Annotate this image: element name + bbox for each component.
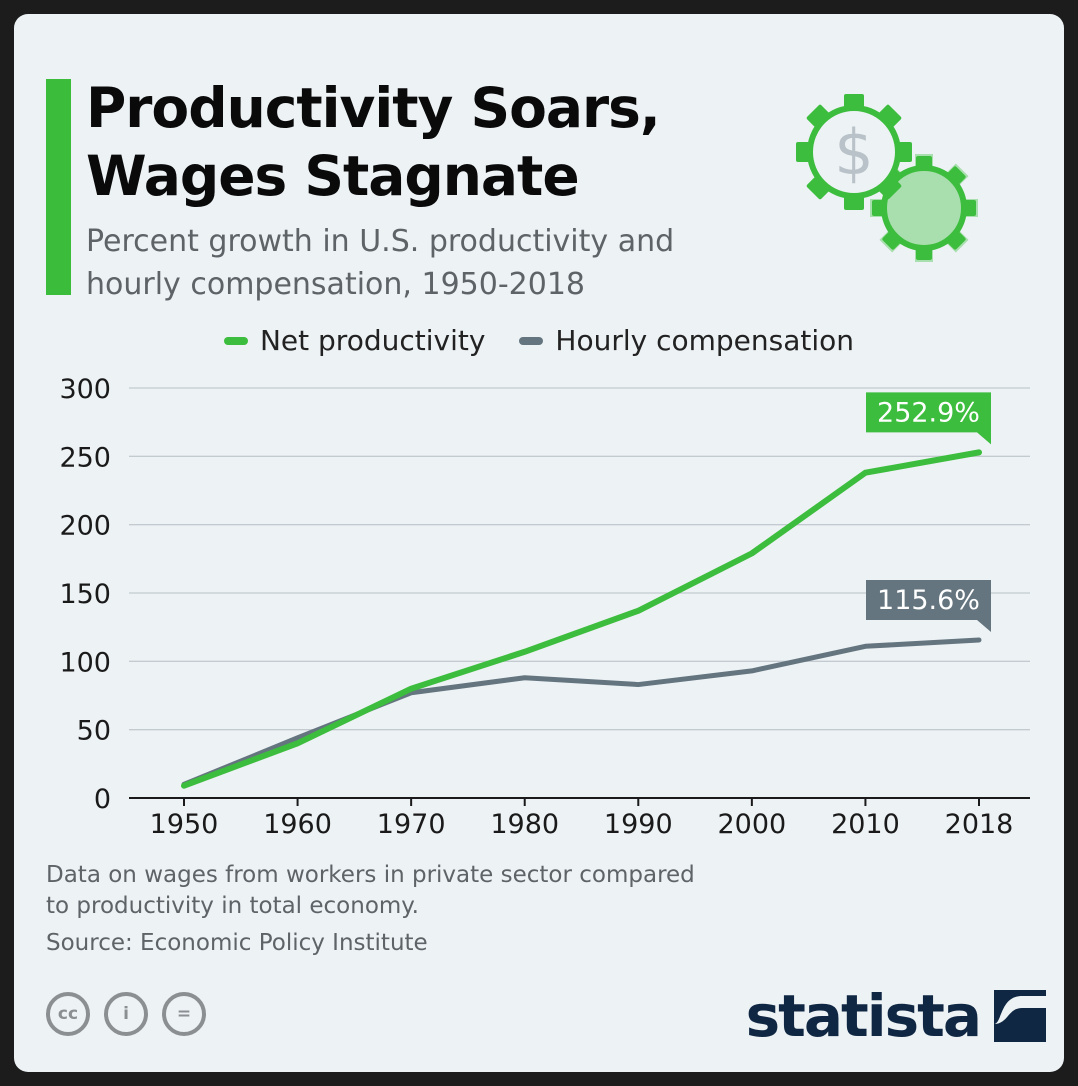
chart-title-line-2: Wages Stagnate	[86, 144, 580, 208]
end-label-box-compensation	[866, 580, 991, 633]
small-gear-icon	[870, 154, 978, 262]
attribution-icon[interactable]: i	[104, 992, 148, 1036]
end-label-productivity: 252.9%	[877, 397, 980, 428]
statista-logo-icon	[994, 990, 1046, 1042]
title-accent-bar	[46, 79, 71, 295]
x-tick-label-2018: 2018	[945, 809, 1014, 840]
legend-label-compensation: Hourly compensation	[555, 324, 855, 357]
no-derivatives-icon[interactable]: =	[162, 992, 206, 1036]
chart-title-line-1: Productivity Soars,	[86, 76, 661, 140]
y-tick-label-100: 100	[59, 647, 111, 678]
legend-swatch-compensation	[519, 336, 544, 345]
chart-title: Productivity Soars, Wages Stagnate	[86, 74, 766, 210]
y-tick-label-50: 50	[77, 716, 111, 747]
y-tick-label-200: 200	[59, 511, 111, 542]
infographic-card: Productivity Soars, Wages Stagnate Perce…	[14, 14, 1064, 1072]
footnote-line-1: Data on wages from workers in private se…	[46, 862, 695, 888]
legend-item-compensation: Hourly compensation	[519, 324, 854, 357]
chart-legend: Net productivity Hourly compensation	[14, 324, 1064, 357]
y-tick-label-150: 150	[59, 579, 111, 610]
footnote-line-2: to productivity in total economy.	[46, 893, 419, 919]
legend-label-productivity: Net productivity	[259, 324, 486, 357]
x-tick-label-1980: 1980	[490, 809, 559, 840]
x-tick-label-1950: 1950	[150, 809, 219, 840]
line-chart: 0 50 100 150 200 250 300 1950 1960 1970 1980 1990 20…	[59, 374, 1030, 840]
series-line-hourly-compensation	[181, 637, 982, 787]
end-label-box-productivity	[866, 392, 991, 445]
x-tick-label-2010: 2010	[831, 809, 900, 840]
series-line-net-productivity	[181, 449, 982, 789]
end-label-compensation: 115.6%	[877, 585, 980, 616]
chart-subtitle-line-1: Percent growth in U.S. productivity and	[86, 224, 675, 259]
y-tick-label-0: 0	[94, 784, 111, 815]
x-tick-label-1960: 1960	[263, 809, 332, 840]
license-icons: cc i =	[46, 992, 206, 1036]
x-tick-label-1990: 1990	[604, 809, 673, 840]
chart-subtitle-line-2: hourly compensation, 1950-2018	[86, 267, 585, 302]
x-tick-label-2000: 2000	[717, 809, 786, 840]
chart-footnote: Data on wages from workers in private se…	[46, 860, 766, 922]
y-tick-label-300: 300	[59, 374, 111, 405]
x-tick-label-1970: 1970	[377, 809, 446, 840]
statista-brand[interactable]: statista	[746, 982, 1046, 1050]
gears-with-dollar-icon: $	[796, 94, 978, 262]
legend-item-productivity: Net productivity	[223, 324, 486, 357]
chart-source: Source: Economic Policy Institute	[46, 930, 428, 956]
legend-swatch-productivity	[223, 336, 248, 345]
chart-subtitle: Percent growth in U.S. productivity and …	[86, 220, 766, 306]
creative-commons-icon[interactable]: cc	[46, 992, 90, 1036]
brand-name: statista	[745, 982, 982, 1050]
y-tick-label-250: 250	[59, 442, 111, 473]
dollar-sign: $	[834, 116, 873, 189]
large-gear-icon: $	[796, 94, 912, 210]
